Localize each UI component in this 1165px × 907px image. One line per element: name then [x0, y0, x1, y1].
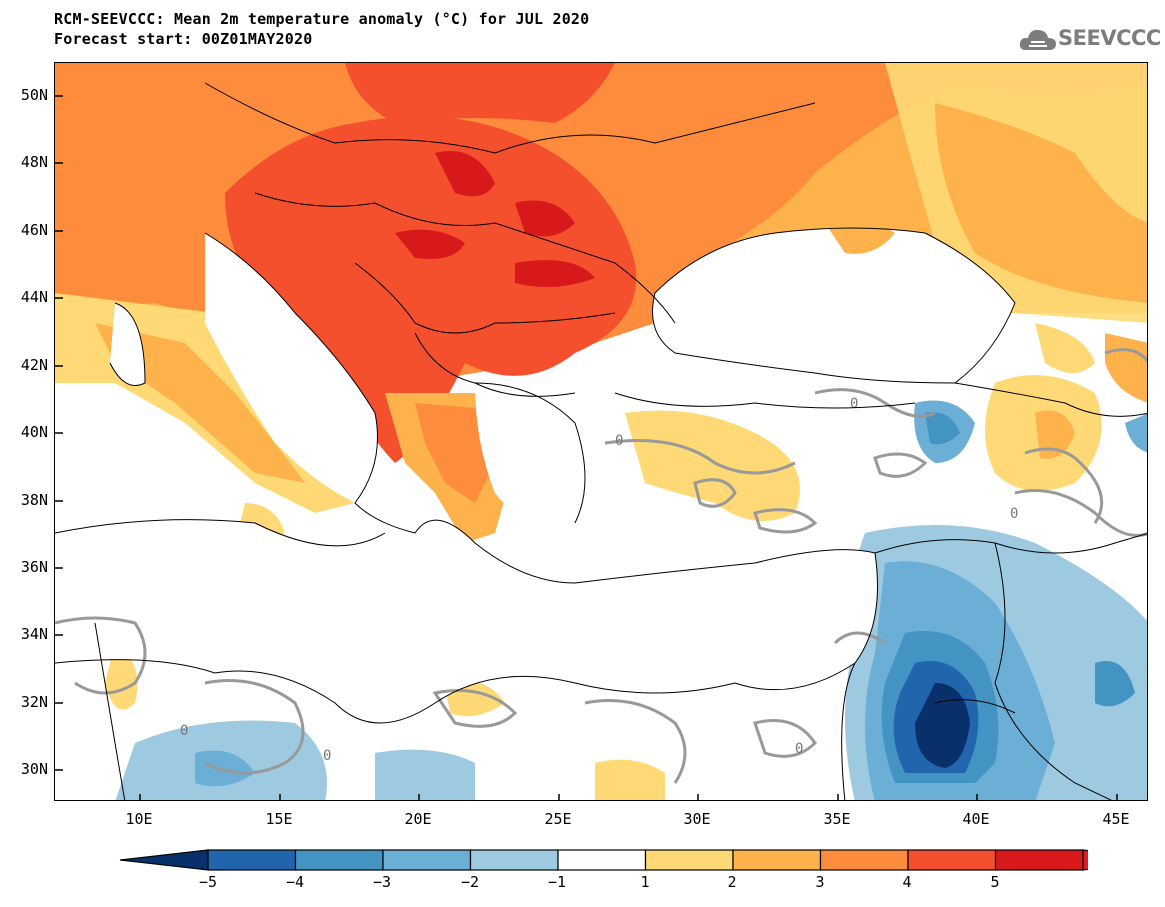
colorbar-bin [469, 849, 559, 871]
colorbar-label: −3 [372, 873, 392, 891]
lat-label: 36N [20, 558, 48, 576]
map-title: RCM-SEEVCCC: Mean 2m temperature anomaly… [54, 10, 590, 28]
colorbar-bin [732, 849, 822, 871]
lat-label: 46N [20, 221, 48, 239]
seevccc-logo-text: SEEVCCC [1058, 26, 1161, 50]
colorbar-bin [382, 849, 472, 871]
lon-label: 20E [404, 810, 432, 828]
anomaly-map: 0 0 0 0 0 0 [55, 63, 1147, 800]
lat-label: 38N [20, 491, 48, 509]
lat-label: 44N [20, 288, 48, 306]
lat-label: 48N [20, 153, 48, 171]
contour-label: 0 [615, 433, 623, 449]
contour-label: 0 [180, 723, 188, 739]
lat-label: 50N [20, 86, 48, 104]
lat-label: 30N [20, 760, 48, 778]
cloud-logo-icon [1019, 29, 1056, 50]
contour-label: 0 [795, 741, 803, 757]
lon-label: 15E [265, 810, 293, 828]
contour-label: 0 [1010, 506, 1018, 522]
lon-label: 45E [1102, 810, 1130, 828]
colorbar-label: 1 [640, 873, 650, 891]
colorbar-label: −1 [547, 873, 567, 891]
lon-label: 10E [125, 810, 153, 828]
lat-label: 32N [20, 693, 48, 711]
lon-label: 40E [962, 810, 990, 828]
lon-label: 30E [683, 810, 711, 828]
colorbar [119, 849, 1088, 871]
colorbar-label: −4 [285, 873, 305, 891]
colorbar-bin [994, 849, 1084, 871]
lat-label: 34N [20, 625, 48, 643]
colorbar-label: −5 [198, 873, 218, 891]
colorbar-label: −2 [460, 873, 480, 891]
lon-label: 25E [544, 810, 572, 828]
colorbar-max-arrow [1082, 849, 1088, 871]
colorbar-label: 3 [815, 873, 825, 891]
colorbar-min-arrow [119, 849, 209, 871]
contour-label: 0 [850, 396, 858, 412]
colorbar-label: 5 [990, 873, 1000, 891]
colorbar-bin [907, 849, 997, 871]
colorbar-bin [819, 849, 909, 871]
lat-label: 40N [20, 423, 48, 441]
colorbar-label: 4 [902, 873, 912, 891]
colorbar-bin [557, 849, 647, 871]
colorbar-bin [644, 849, 734, 871]
colorbar-label: 2 [727, 873, 737, 891]
lat-label: 42N [20, 356, 48, 374]
colorbar-bin [207, 849, 297, 871]
colorbar-bin [294, 849, 384, 871]
forecast-start-label: Forecast start: 00Z01MAY2020 [54, 30, 313, 48]
lon-label: 35E [823, 810, 851, 828]
contour-label: 0 [323, 748, 331, 764]
map-panel: 0 0 0 0 0 0 [54, 62, 1148, 801]
